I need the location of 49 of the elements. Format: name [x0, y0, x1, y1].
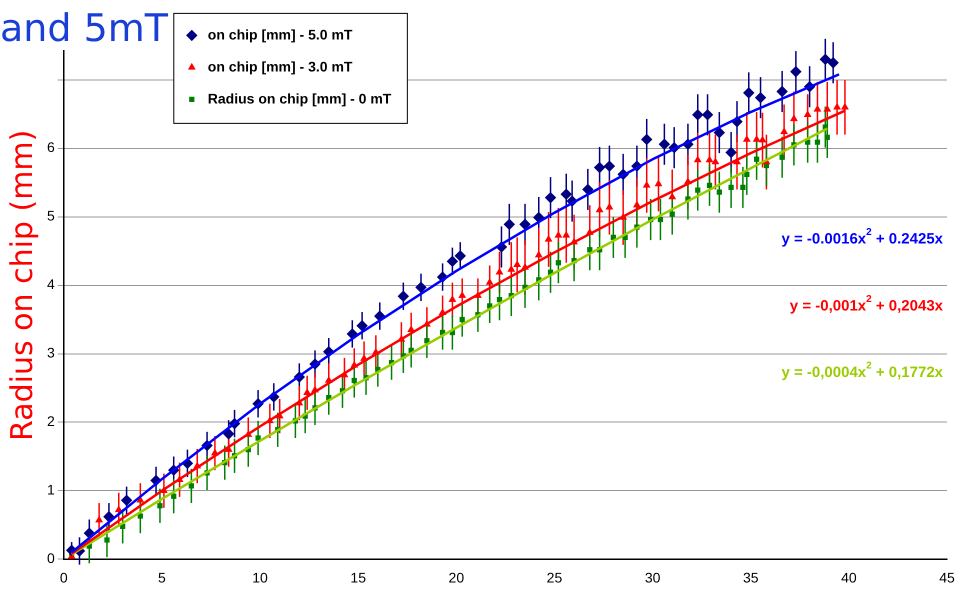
- y-tick-label: 0: [46, 550, 55, 566]
- chart-title: and 5mT: [0, 6, 172, 50]
- point: [776, 86, 788, 98]
- point: [828, 57, 839, 68]
- point: [121, 494, 132, 506]
- x-tick-label: 0: [60, 569, 68, 586]
- point: [604, 160, 615, 172]
- x-tick-label: 5: [158, 569, 166, 586]
- point: [641, 134, 652, 145]
- point: [658, 138, 670, 150]
- point: [594, 162, 606, 174]
- point: [582, 184, 594, 195]
- x-tick-label: 45: [939, 569, 955, 586]
- y-tick-label: 6: [46, 139, 55, 156]
- point: [714, 127, 725, 138]
- point: [755, 92, 766, 104]
- point: [743, 87, 754, 98]
- y-tick-label: 2: [46, 413, 55, 430]
- y-tick-label: 1: [46, 482, 55, 498]
- point: [223, 428, 234, 440]
- point: [446, 256, 458, 267]
- point: [504, 218, 515, 230]
- point: [726, 146, 737, 158]
- y-axis-title: Radius on chip (mm): [4, 130, 40, 441]
- point: [702, 109, 714, 120]
- x-tick-label: 30: [644, 569, 661, 586]
- y-tick-label: 5: [46, 208, 55, 224]
- y-tick-label: 4: [46, 276, 55, 292]
- point: [545, 192, 556, 204]
- point: [415, 282, 426, 293]
- x-tick-label: 20: [448, 569, 464, 586]
- legend-label: on chip [mm] - 3.0 mT: [208, 58, 353, 74]
- y-tick-label: 3: [46, 344, 55, 361]
- point: [790, 66, 802, 78]
- x-tick-label: 10: [252, 569, 268, 586]
- point: [103, 511, 114, 522]
- legend-label: Radius on chip [mm] - 0 mT: [208, 90, 392, 106]
- point: [398, 290, 409, 302]
- point: [820, 54, 831, 65]
- x-tick-label: 15: [350, 569, 366, 586]
- x-tick-label: 35: [742, 569, 759, 586]
- x-tick-label: 40: [841, 569, 857, 586]
- point: [454, 250, 466, 262]
- x-tick-label: 25: [546, 569, 562, 586]
- point: [692, 109, 704, 120]
- point: [520, 218, 531, 230]
- point: [560, 188, 572, 200]
- legend-label: on chip [mm] - 5.0 mT: [208, 26, 353, 42]
- point: [356, 320, 368, 332]
